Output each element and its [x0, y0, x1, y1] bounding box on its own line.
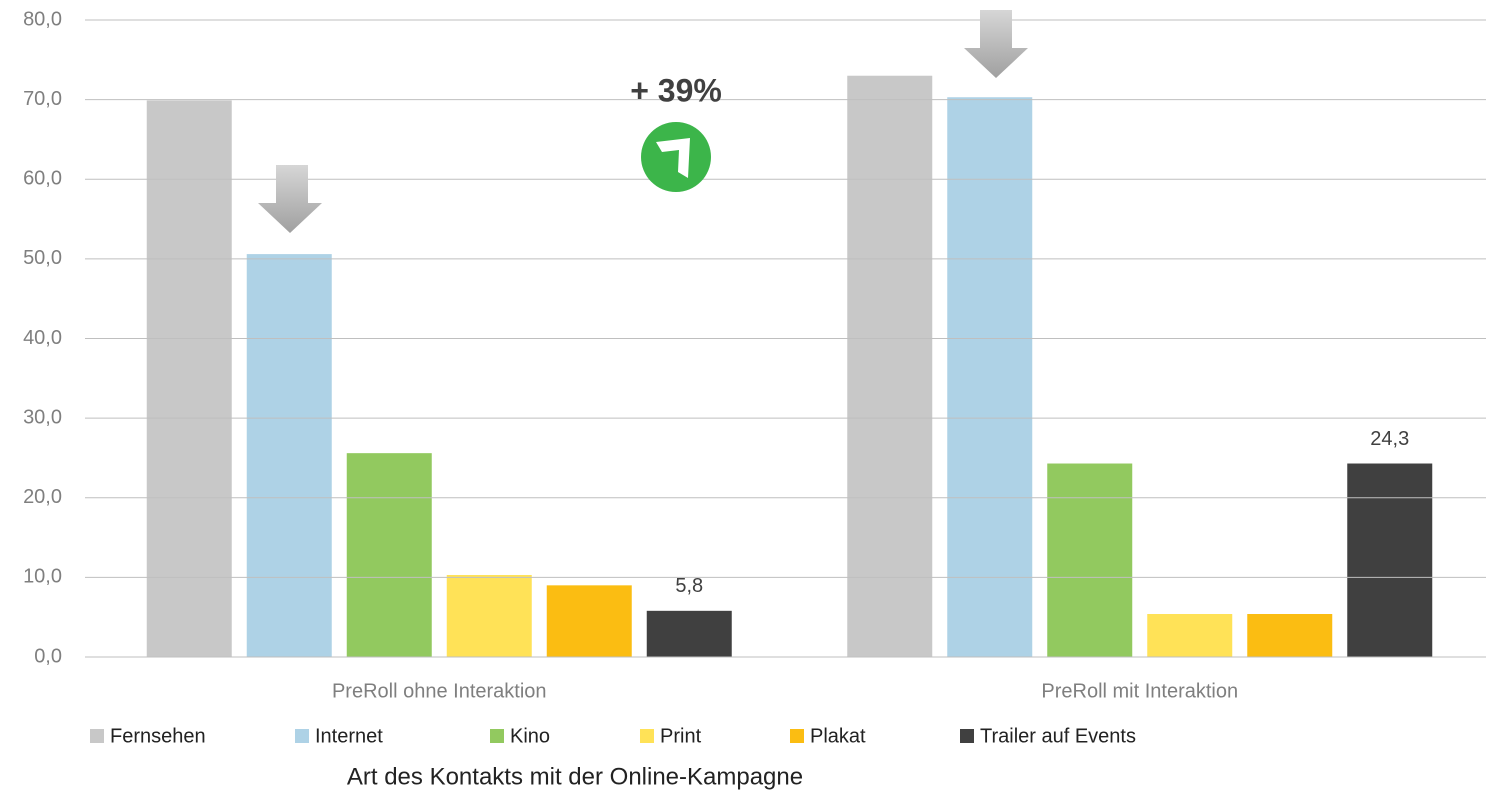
bar: [947, 97, 1033, 657]
bar: [1047, 463, 1133, 657]
y-tick-label: 10,0: [23, 566, 62, 588]
arrow: [258, 165, 322, 233]
data-label: 24,3: [1370, 428, 1409, 450]
y-tick-label: 80,0: [23, 8, 62, 30]
annotation: + 39%: [630, 72, 722, 108]
y-tick-label: 30,0: [23, 406, 62, 428]
y-tick-label: 20,0: [23, 486, 62, 508]
bar: [146, 100, 232, 657]
x-axis-title: Art des Kontakts mit der Online-Kampagne: [347, 763, 803, 790]
bar: [1247, 614, 1333, 657]
y-tick-label: 40,0: [23, 327, 62, 349]
legend-label: Kino: [510, 725, 550, 747]
legend-label: Plakat: [810, 725, 866, 747]
legend-swatch: [640, 729, 654, 743]
arrow: [964, 10, 1028, 78]
y-tick-label: 60,0: [23, 168, 62, 190]
legend-swatch: [295, 729, 309, 743]
growth-icon: [641, 122, 711, 192]
bar: [446, 574, 532, 657]
x-tick-label: PreRoll mit Interaktion: [1041, 680, 1238, 702]
bar: [1347, 463, 1433, 657]
y-tick-label: 70,0: [23, 88, 62, 110]
x-tick-label: PreRoll ohne Interaktion: [332, 680, 547, 702]
legend-label: Print: [660, 725, 702, 747]
bar: [1147, 614, 1233, 657]
bar: [546, 585, 632, 657]
data-label: 5,8: [675, 575, 703, 597]
legend-swatch: [960, 729, 974, 743]
legend-swatch: [490, 729, 504, 743]
y-tick-label: 50,0: [23, 247, 62, 269]
bar: [246, 254, 332, 657]
legend-swatch: [90, 729, 104, 743]
legend-label: Trailer auf Events: [980, 725, 1136, 747]
growth-icon-arrow: [656, 138, 690, 178]
legend-label: Fernsehen: [110, 725, 206, 747]
bar: [847, 75, 933, 658]
bar: [346, 453, 432, 657]
legend-label: Internet: [315, 725, 383, 747]
y-tick-label: 0,0: [34, 645, 62, 667]
legend-swatch: [790, 729, 804, 743]
bar: [646, 610, 732, 657]
